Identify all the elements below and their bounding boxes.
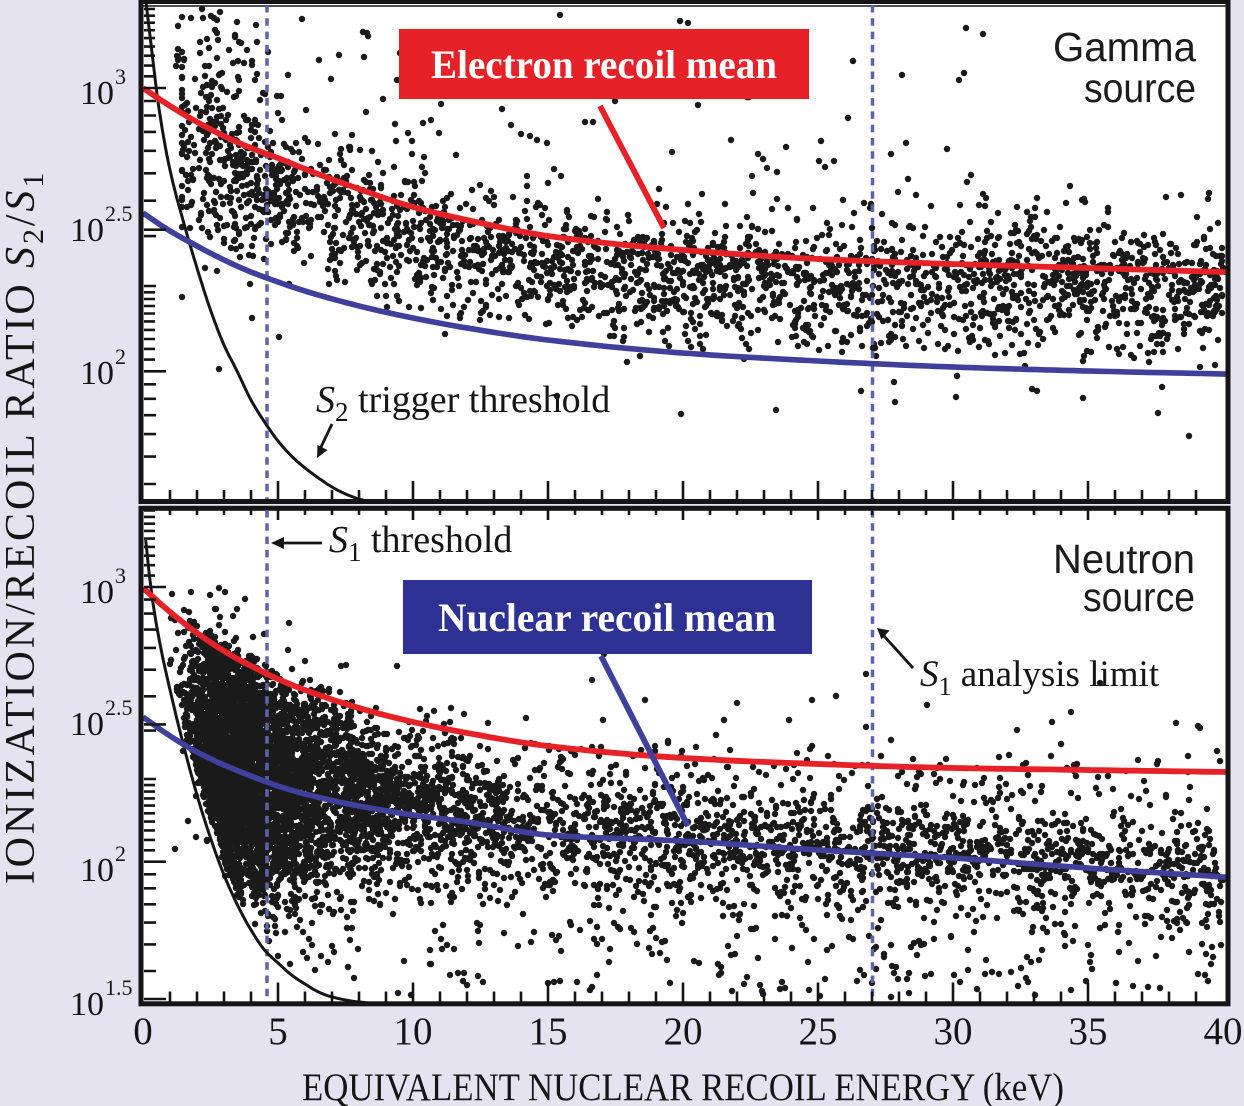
svg-text:1.5: 1.5 [105, 975, 133, 1000]
svg-text:Nuclear recoil mean: Nuclear recoil mean [438, 595, 776, 640]
svg-text:15: 15 [529, 1010, 568, 1053]
svg-text:5: 5 [268, 1010, 288, 1053]
svg-text:40: 40 [1204, 1010, 1243, 1053]
svg-text:0: 0 [133, 1010, 153, 1053]
svg-text:10: 10 [394, 1010, 433, 1053]
svg-text:2: 2 [115, 841, 126, 866]
svg-text:Gamma: Gamma [1053, 24, 1196, 70]
svg-text:IONIZATION/RECOIL RATIO S2/S1: IONIZATION/RECOIL RATIO S2/S1 [0, 170, 50, 885]
svg-text:source: source [1083, 574, 1195, 620]
svg-text:EQUIVALENT NUCLEAR RECOIL ENER: EQUIVALENT NUCLEAR RECOIL ENERGY (keV) [302, 1066, 1064, 1106]
svg-text:10: 10 [70, 706, 104, 743]
svg-text:10: 10 [70, 986, 104, 1023]
svg-text:10: 10 [80, 852, 114, 889]
svg-text:20: 20 [664, 1010, 703, 1053]
svg-text:25: 25 [799, 1010, 838, 1053]
svg-text:10: 10 [80, 75, 114, 112]
svg-text:S1 analysis limit: S1 analysis limit [920, 654, 1160, 701]
svg-text:3: 3 [115, 64, 126, 89]
svg-text:10: 10 [80, 574, 114, 611]
svg-text:2.5: 2.5 [105, 201, 133, 226]
svg-text:2: 2 [115, 344, 126, 369]
svg-text:2.5: 2.5 [105, 695, 133, 720]
svg-text:30: 30 [934, 1010, 973, 1053]
svg-text:Neutron: Neutron [1053, 536, 1195, 582]
svg-text:source: source [1084, 65, 1196, 111]
svg-text:10: 10 [70, 212, 104, 249]
svg-text:10: 10 [80, 355, 114, 392]
svg-text:35: 35 [1069, 1010, 1108, 1053]
svg-text:S1 threshold: S1 threshold [329, 519, 512, 567]
svg-text:S2 trigger threshold: S2 trigger threshold [316, 379, 610, 427]
svg-text:Electron recoil mean: Electron recoil mean [431, 42, 777, 87]
svg-text:3: 3 [115, 563, 126, 588]
